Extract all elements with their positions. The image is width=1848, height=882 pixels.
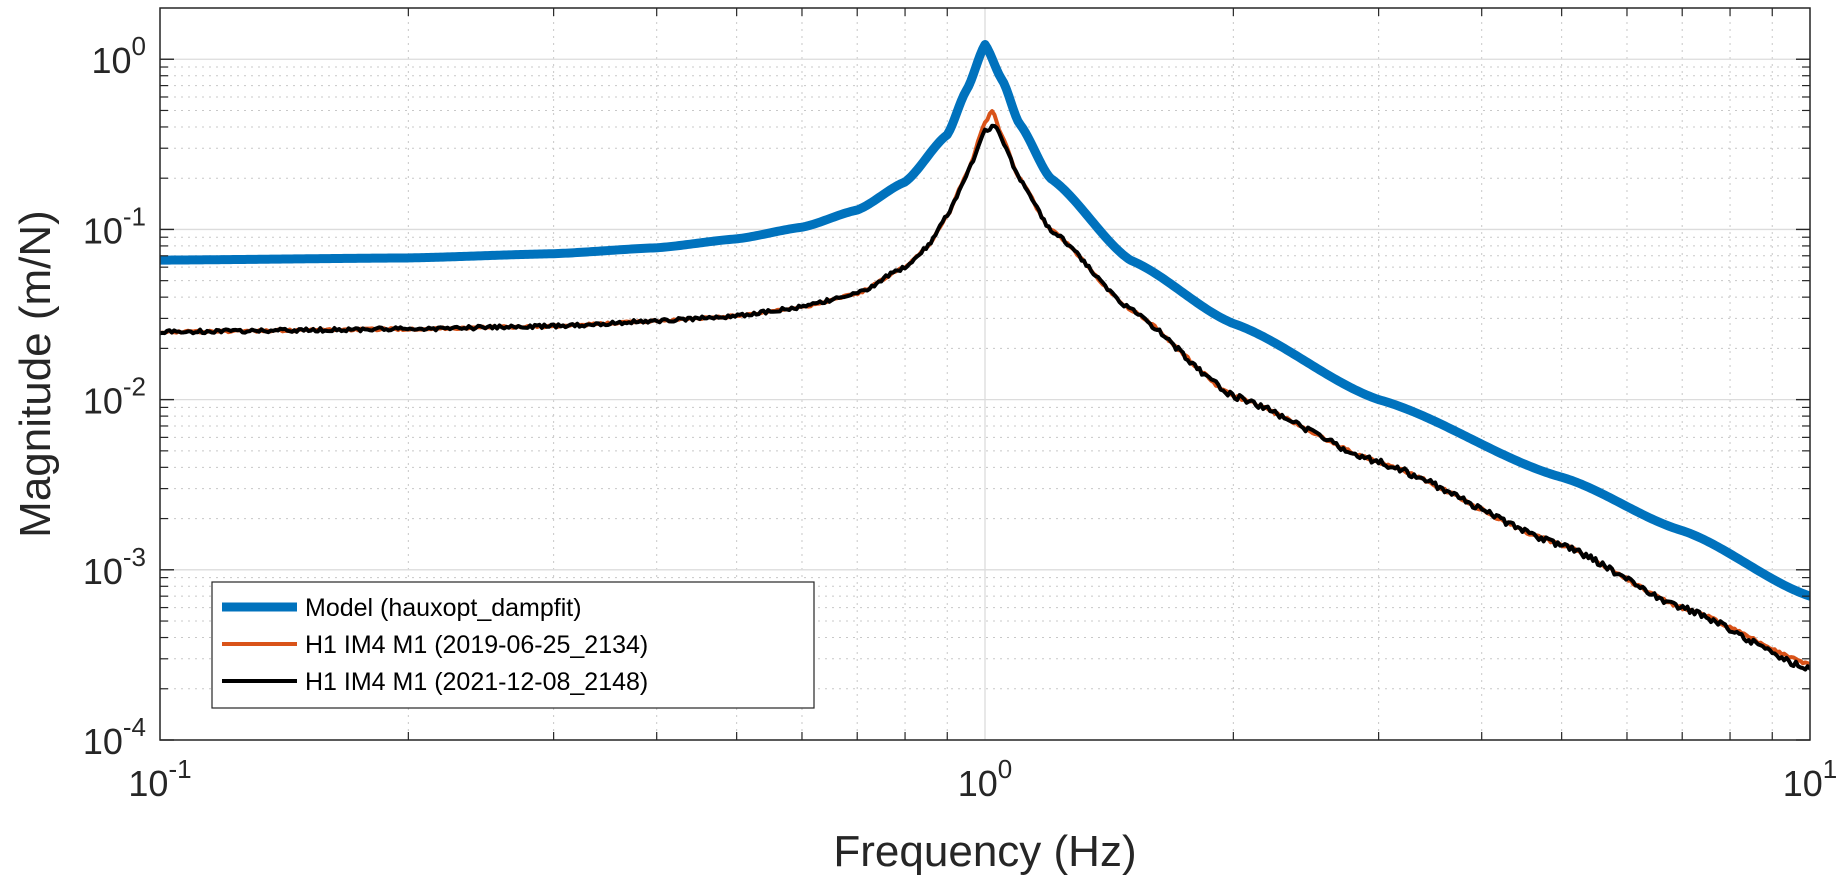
x-tick-exponent: 1 [1823,754,1837,784]
legend: Model (hauxopt_dampfit) H1 IM4 M1 (2019-… [211,581,815,709]
y-tick-label: 10-1 [83,201,146,251]
y-tick-base: 10 [83,210,123,251]
y-tick-label: 10-2 [83,372,146,422]
x-tick-exponent: 0 [998,754,1012,784]
x-tick-label: 101 [1783,754,1838,804]
series-model-line [160,40,1810,601]
y-tick-base: 10 [83,551,123,592]
series-2021-line [160,123,1810,672]
legend-entry-2021: H1 IM4 M1 (2021-12-08_2148) [305,668,648,696]
y-tick-base: 10 [83,381,123,422]
x-tick-exponent: -1 [168,754,191,784]
minor-ticks [160,8,1810,741]
y-tick-exponent: -1 [123,201,146,231]
y-axis-label: Magnitude (m/N) [11,210,60,538]
y-tick-exponent: -4 [123,712,146,742]
y-tick-exponent: -3 [123,542,146,572]
y-tick-exponent: -2 [123,372,146,402]
x-tick-base: 10 [958,763,998,804]
series-layer [160,40,1810,672]
x-tick-label: 100 [958,754,1013,804]
legend-entry-2019: H1 IM4 M1 (2019-06-25_2134) [305,631,648,659]
y-tick-label: 100 [91,31,146,81]
x-tick-label: 10-1 [128,754,191,804]
y-tick-label: 10-4 [83,712,146,762]
x-tick-labels: 10-1 100 101 [128,754,1837,804]
x-tick-base: 10 [128,763,168,804]
y-tick-base: 10 [83,721,123,762]
legend-entry-model: Model (hauxopt_dampfit) [305,594,582,622]
y-tick-exponent: 0 [132,31,146,61]
x-tick-base: 10 [1783,763,1823,804]
y-tick-base: 10 [91,40,131,81]
x-axis-label: Frequency (Hz) [833,827,1136,876]
y-tick-label: 10-3 [83,542,146,592]
legend-box [211,581,815,709]
plot-frame [159,7,1811,741]
